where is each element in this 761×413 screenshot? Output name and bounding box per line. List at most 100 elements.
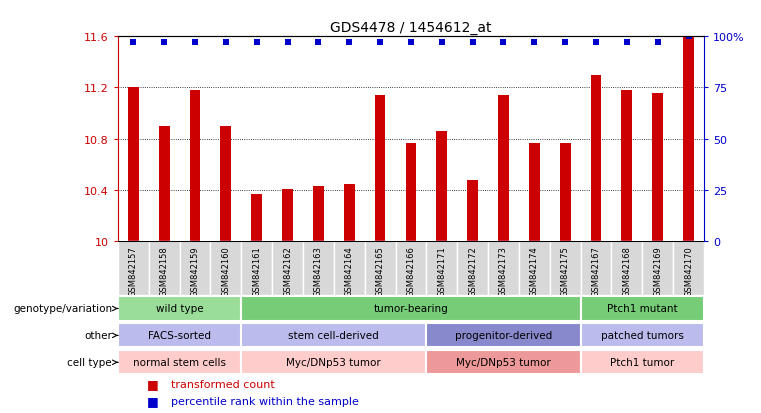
Point — [683, 34, 695, 40]
Bar — [303, 242, 334, 295]
Point — [621, 40, 633, 47]
Text: Ptch1 mutant: Ptch1 mutant — [607, 304, 677, 314]
Text: FACS-sorted: FACS-sorted — [148, 330, 211, 341]
Bar — [581, 323, 704, 348]
Title: GDS4478 / 1454612_at: GDS4478 / 1454612_at — [330, 21, 492, 35]
Bar — [118, 297, 241, 321]
Bar — [406, 143, 416, 413]
Text: GSM842157: GSM842157 — [129, 246, 138, 297]
Text: percentile rank within the sample: percentile rank within the sample — [170, 396, 358, 406]
Text: GSM842162: GSM842162 — [283, 246, 292, 297]
Text: GSM842175: GSM842175 — [561, 246, 570, 297]
Bar — [118, 350, 241, 375]
Point — [343, 40, 355, 47]
Bar — [436, 132, 447, 413]
Bar — [560, 143, 571, 413]
Text: GSM842170: GSM842170 — [684, 246, 693, 297]
Bar — [344, 184, 355, 413]
Text: cell type: cell type — [68, 357, 112, 368]
Point — [466, 40, 479, 47]
Text: GSM842163: GSM842163 — [314, 246, 323, 297]
Text: GSM842174: GSM842174 — [530, 246, 539, 297]
Bar — [457, 242, 488, 295]
Bar — [272, 242, 303, 295]
Bar — [180, 242, 211, 295]
Text: Myc/DNp53 tumor: Myc/DNp53 tumor — [286, 357, 381, 368]
Bar — [488, 242, 519, 295]
Bar — [241, 350, 426, 375]
Bar — [251, 195, 262, 413]
Bar — [498, 96, 509, 413]
Text: stem cell-derived: stem cell-derived — [288, 330, 379, 341]
Text: GSM842173: GSM842173 — [499, 246, 508, 297]
Bar — [642, 242, 673, 295]
Point — [559, 40, 572, 47]
Bar — [611, 242, 642, 295]
Bar — [426, 350, 581, 375]
Point — [158, 40, 170, 47]
Bar — [241, 242, 272, 295]
Text: GSM842159: GSM842159 — [190, 246, 199, 297]
Point — [590, 40, 602, 47]
Point — [651, 40, 664, 47]
Bar — [241, 323, 426, 348]
Bar — [581, 297, 704, 321]
Bar — [581, 350, 704, 375]
Point — [220, 40, 232, 47]
Point — [528, 40, 540, 47]
Bar — [622, 91, 632, 413]
Bar — [396, 242, 426, 295]
Bar — [519, 242, 549, 295]
Text: transformed count: transformed count — [170, 379, 275, 389]
Text: GSM842161: GSM842161 — [252, 246, 261, 297]
Text: progenitor-derived: progenitor-derived — [455, 330, 552, 341]
Bar — [529, 143, 540, 413]
Text: tumor-bearing: tumor-bearing — [374, 304, 448, 314]
Text: GSM842164: GSM842164 — [345, 246, 354, 297]
Text: GSM842168: GSM842168 — [622, 246, 632, 297]
Text: GSM842172: GSM842172 — [468, 246, 477, 297]
Bar — [581, 242, 611, 295]
Text: patched tumors: patched tumors — [600, 330, 683, 341]
Point — [189, 40, 201, 47]
Text: normal stem cells: normal stem cells — [133, 357, 226, 368]
Text: wild type: wild type — [156, 304, 203, 314]
Bar — [426, 242, 457, 295]
Bar — [549, 242, 581, 295]
Bar — [128, 88, 139, 413]
Point — [405, 40, 417, 47]
Text: GSM842160: GSM842160 — [221, 246, 231, 297]
Bar — [211, 242, 241, 295]
Point — [127, 40, 139, 47]
Bar — [426, 323, 581, 348]
Bar — [591, 76, 601, 413]
Bar — [189, 91, 200, 413]
Point — [312, 40, 324, 47]
Text: other: other — [84, 330, 112, 341]
Bar — [313, 187, 324, 413]
Bar — [683, 37, 694, 413]
Bar — [241, 297, 581, 321]
Point — [374, 40, 386, 47]
Bar — [673, 242, 704, 295]
Bar — [159, 127, 170, 413]
Text: ■: ■ — [148, 394, 159, 407]
Text: Ptch1 tumor: Ptch1 tumor — [610, 357, 674, 368]
Bar — [221, 127, 231, 413]
Bar — [282, 189, 293, 413]
Bar — [118, 323, 241, 348]
Text: GSM842169: GSM842169 — [653, 246, 662, 297]
Point — [498, 40, 510, 47]
Text: GSM842158: GSM842158 — [160, 246, 169, 297]
Text: Myc/DNp53 tumor: Myc/DNp53 tumor — [456, 357, 551, 368]
Point — [250, 40, 263, 47]
Bar — [374, 96, 386, 413]
Point — [436, 40, 448, 47]
Bar — [334, 242, 365, 295]
Text: GSM842166: GSM842166 — [406, 246, 416, 297]
Bar — [365, 242, 396, 295]
Bar — [149, 242, 180, 295]
Text: genotype/variation: genotype/variation — [13, 304, 112, 314]
Text: GSM842167: GSM842167 — [591, 246, 600, 297]
Text: GSM842171: GSM842171 — [438, 246, 446, 297]
